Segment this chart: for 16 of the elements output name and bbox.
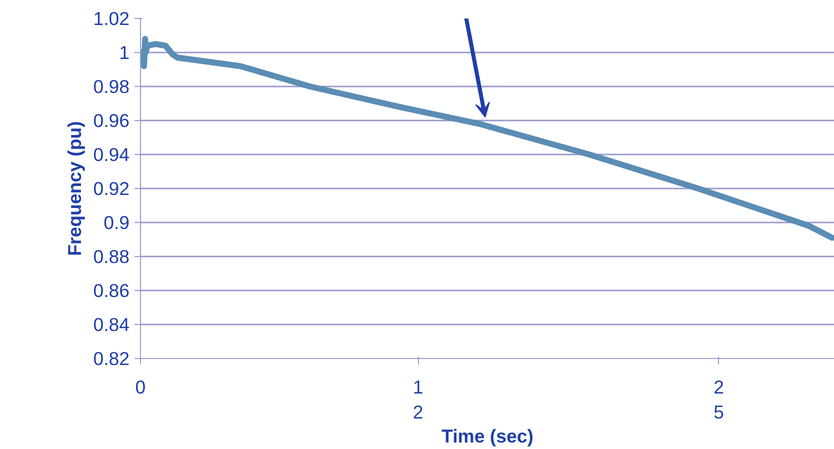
y-tick-label: 0.94: [93, 144, 130, 165]
x-tick-label: 0: [135, 376, 146, 398]
y-tick-label: 0.96: [93, 110, 130, 131]
x-tick-label: 2 5: [714, 376, 724, 423]
y-tick-label: 0.88: [93, 246, 130, 267]
x-axis-title: Time (sec): [442, 426, 534, 447]
y-tick-label: 1: [119, 42, 130, 63]
y-tick-label: 0.92: [93, 178, 130, 199]
y-axis-title: Frequency (pu): [64, 121, 86, 256]
y-tick-label: 0.84: [93, 314, 130, 335]
x-tick-label: 1 2: [412, 376, 424, 423]
y-tick-label: 0.82: [93, 348, 130, 369]
y-tick-label: 0.86: [93, 280, 130, 301]
y-tick-label: 0.98: [93, 76, 130, 97]
y-tick-label: 1.02: [93, 8, 130, 29]
y-tick-label: 0.9: [104, 212, 130, 233]
